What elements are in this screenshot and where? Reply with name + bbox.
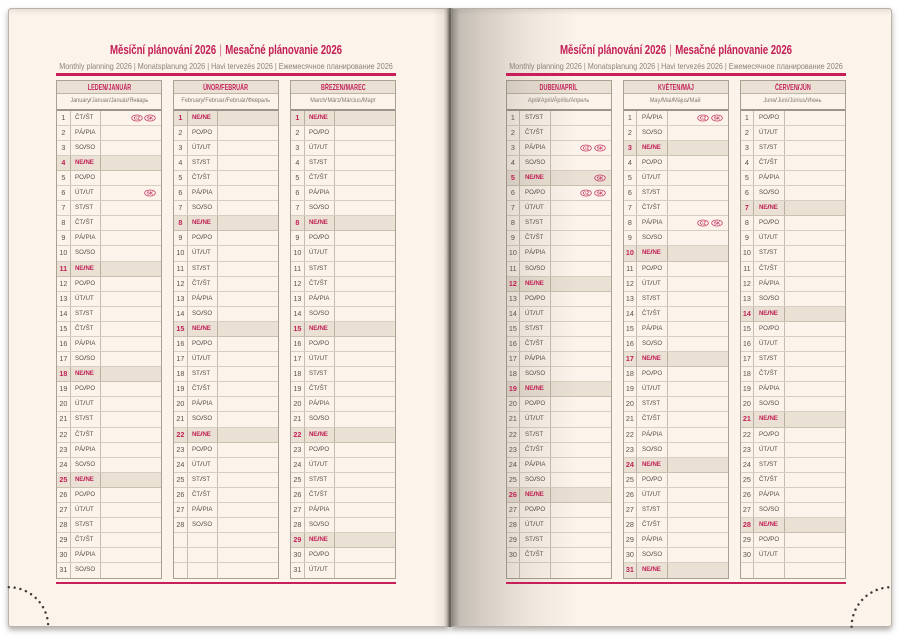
- svg-text:SK: SK: [714, 115, 721, 120]
- svg-text:CZ: CZ: [583, 145, 590, 150]
- svg-text:SK: SK: [597, 176, 604, 181]
- svg-text:SK: SK: [147, 115, 154, 120]
- svg-text:CZ: CZ: [700, 115, 707, 120]
- svg-text:CZ: CZ: [583, 191, 590, 196]
- svg-text:SK: SK: [714, 221, 721, 226]
- svg-text:SK: SK: [147, 191, 154, 196]
- svg-text:SK: SK: [597, 145, 604, 150]
- svg-text:SK: SK: [597, 191, 604, 196]
- svg-text:CZ: CZ: [134, 115, 141, 120]
- svg-text:CZ: CZ: [700, 221, 707, 226]
